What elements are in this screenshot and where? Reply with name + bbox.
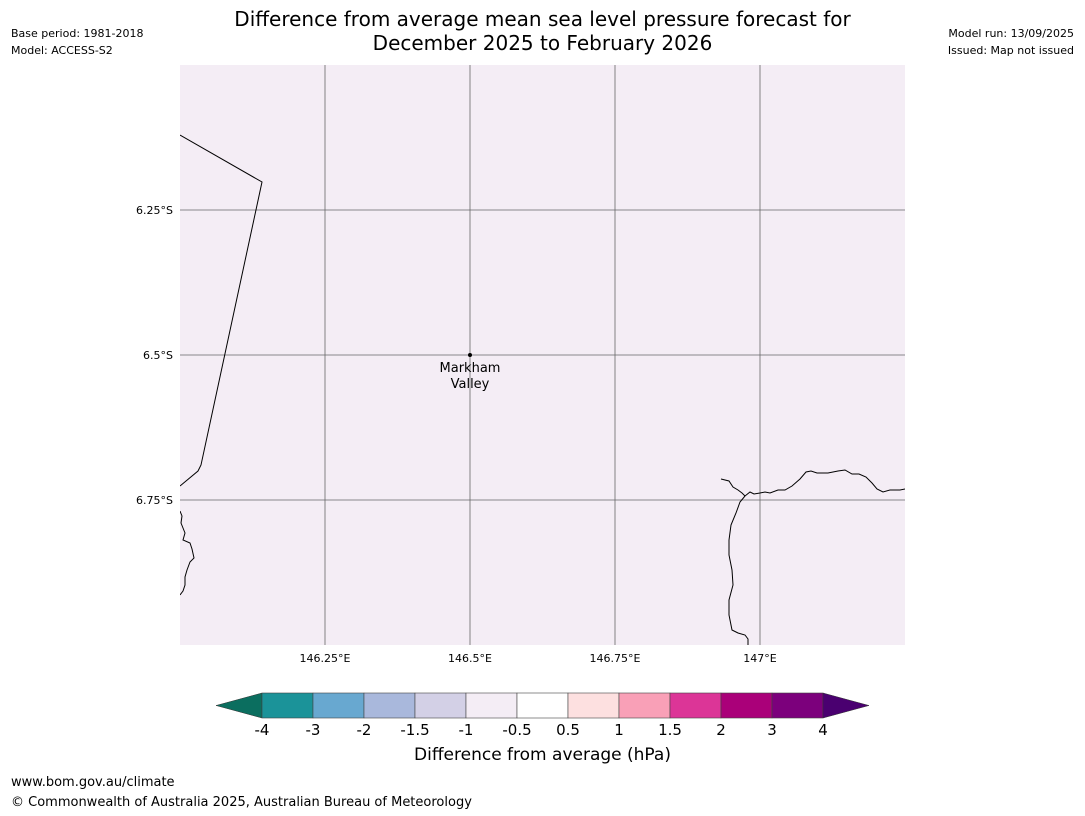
- colorbar-segment: [771, 692, 824, 719]
- latitude-labels: 6.25°S 6.5°S 6.75°S: [136, 204, 173, 507]
- colorbar-tick-label: 1.5: [658, 721, 682, 739]
- colorbar-tick-label: -3: [306, 721, 321, 739]
- colorbar-tick-label: -0.5: [502, 721, 531, 739]
- longitude-labels: 146.25°E 146.5°E 146.75°E 147°E: [300, 652, 777, 665]
- colorbar-tick-label: -2: [357, 721, 372, 739]
- map-title: Difference from average mean sea level p…: [0, 7, 1085, 55]
- colorbar-segment: [669, 692, 722, 719]
- coastline-inlet: [728, 495, 749, 645]
- colorbar-segment: [720, 692, 773, 719]
- longitude-label: 146.5°E: [448, 652, 492, 665]
- colorbar-tick-label: -1: [459, 721, 474, 739]
- colorbar-tick-label: 1: [614, 721, 624, 739]
- colorbar-tick-label: -4: [255, 721, 270, 739]
- colorbar-tick-label: 2: [716, 721, 726, 739]
- colorbar-segment: [363, 692, 416, 719]
- place-label-line-2: Valley: [451, 377, 490, 392]
- longitude-label: 146.75°E: [590, 652, 641, 665]
- issued-status: Issued: Map not issued: [947, 44, 1074, 57]
- colorbar-under-arrow: [215, 692, 263, 719]
- metadata-left: Base period: 1981-2018 Model: ACCESS-S2: [11, 25, 143, 59]
- colorbar-segment: [465, 692, 518, 719]
- colorbar-segment: [618, 692, 671, 719]
- coastline-southeast: [720, 469, 905, 497]
- latitude-label: 6.25°S: [136, 204, 173, 217]
- coastline-west: [180, 134, 263, 487]
- place-label-line-1: Markham: [440, 361, 501, 376]
- title-line-2: December 2025 to February 2026: [372, 31, 713, 55]
- metadata-right: Model run: 13/09/2025 Issued: Map not is…: [948, 25, 1074, 59]
- model-run: Model run: 13/09/2025: [948, 27, 1074, 40]
- footer-copyright: © Commonwealth of Australia 2025, Austra…: [11, 795, 472, 810]
- footer-url[interactable]: www.bom.gov.au/climate: [11, 775, 175, 790]
- colorbar-segment: [414, 692, 467, 719]
- model-name: Model: ACCESS-S2: [11, 44, 113, 57]
- map-panel: Markham Valley: [180, 65, 905, 645]
- colorbar-segment: [516, 692, 569, 719]
- colorbar-tick-label: -1.5: [400, 721, 429, 739]
- colorbar-segment: [261, 692, 314, 719]
- colorbar-over-arrow: [822, 692, 870, 719]
- base-period: Base period: 1981-2018: [11, 27, 144, 40]
- colorbar-label: Difference from average (hPa): [414, 745, 671, 765]
- colorbar-tick-label: 3: [767, 721, 777, 739]
- colorbar-tick-label: 4: [818, 721, 828, 739]
- markham-valley-marker: [468, 353, 472, 357]
- colorbar-tick-label: 0.5: [556, 721, 580, 739]
- longitude-label: 146.25°E: [300, 652, 351, 665]
- latitude-label: 6.5°S: [143, 349, 173, 362]
- coastline-southwest: [180, 510, 195, 596]
- colorbar: -4 -3 -2 -1.5 -1 -0.5 0.5 1 1.5 2 3 4: [215, 692, 870, 739]
- colorbar-segment: [312, 692, 365, 719]
- latitude-label: 6.75°S: [136, 494, 173, 507]
- longitude-label: 147°E: [743, 652, 776, 665]
- title-line-1: Difference from average mean sea level p…: [234, 7, 851, 31]
- colorbar-segment: [567, 692, 620, 719]
- colorbar-segments: [261, 692, 824, 719]
- colorbar-tick-labels: -4 -3 -2 -1.5 -1 -0.5 0.5 1 1.5 2 3 4: [255, 721, 828, 739]
